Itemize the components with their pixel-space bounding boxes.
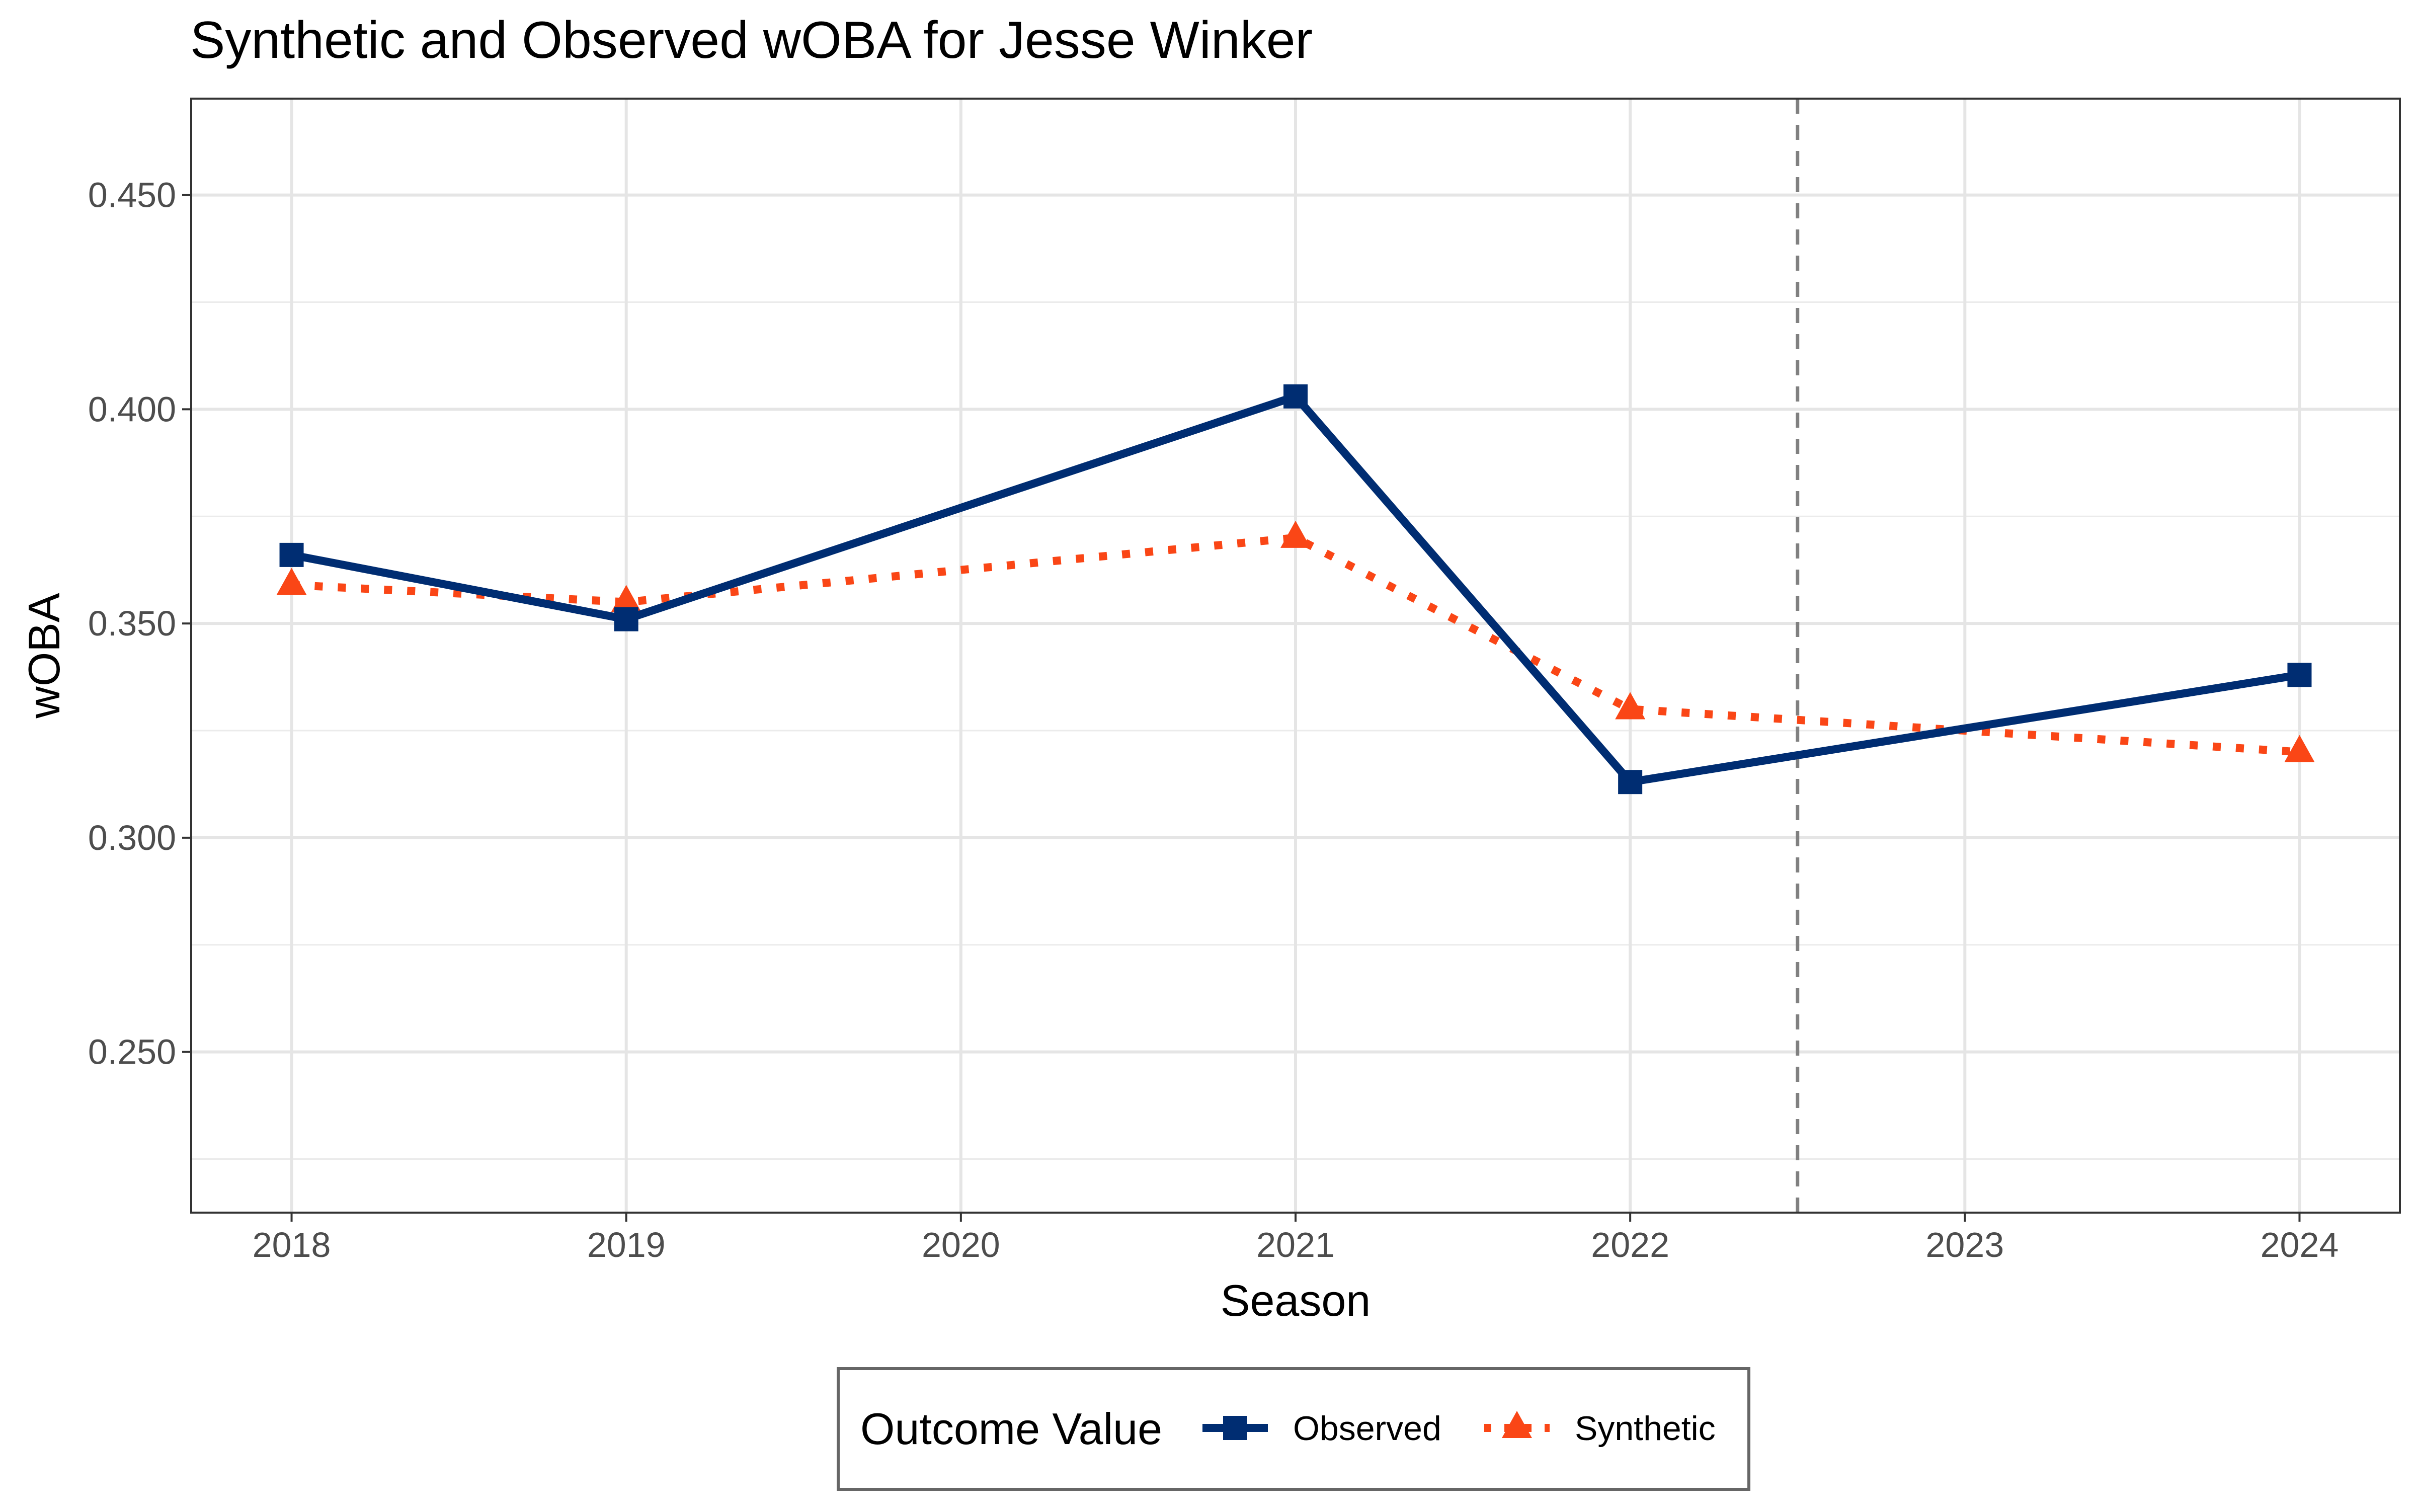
y-tick-label: 0.350: [88, 604, 176, 643]
data-point-synthetic: [1615, 692, 1646, 720]
x-tick-label: 2021: [1256, 1225, 1335, 1264]
legend-label-observed: Observed: [1293, 1409, 1441, 1448]
y-tick-label: 0.250: [88, 1032, 176, 1072]
legend-entry-observed: Observed: [1202, 1409, 1441, 1448]
legend-title: Outcome Value: [860, 1404, 1162, 1454]
x-tick-label: 2024: [2261, 1225, 2339, 1264]
x-tick-label: 2020: [922, 1225, 1000, 1264]
legend-swatch-marker-synthetic: [1502, 1411, 1532, 1438]
data-point-observed: [279, 542, 304, 567]
legend-entry-synthetic: Synthetic: [1484, 1409, 1716, 1448]
y-tick-label: 0.400: [88, 389, 176, 429]
data-point-synthetic: [276, 568, 307, 595]
x-tick-label: 2019: [587, 1225, 666, 1264]
x-tick-label: 2018: [253, 1225, 331, 1264]
legend-box: [837, 1367, 1750, 1491]
y-tick-label: 0.300: [88, 818, 176, 857]
x-axis-title: Season: [1221, 1276, 1371, 1325]
data-point-observed: [614, 607, 638, 631]
data-point-synthetic: [611, 585, 641, 612]
y-tick-label: 0.450: [88, 176, 176, 215]
legend-swatch-marker-observed: [1223, 1416, 1247, 1440]
data-point-observed: [2287, 663, 2312, 687]
axis-layer: 0.250 0.300 0.350 0.400 0.450 2018 2019 2020 202…: [88, 176, 2339, 1264]
data-point-observed: [1283, 384, 1308, 409]
x-tick-label: 2023: [1925, 1225, 2004, 1264]
y-axis-title: wOBA: [19, 593, 69, 719]
legend: Outcome Value Observed Synthetic: [837, 1367, 1750, 1491]
series-layer: [276, 384, 2315, 794]
data-point-observed: [1618, 770, 1643, 794]
data-point-synthetic: [1280, 520, 1311, 548]
grid-layer: [191, 99, 2400, 1213]
chart-title: Synthetic and Observed wOBA for Jesse Wi…: [190, 11, 1313, 69]
legend-entries: Observed Synthetic: [1202, 1409, 1716, 1448]
x-tick-label: 2022: [1591, 1225, 1669, 1264]
legend-label-synthetic: Synthetic: [1575, 1409, 1716, 1448]
data-point-synthetic: [2284, 735, 2315, 762]
